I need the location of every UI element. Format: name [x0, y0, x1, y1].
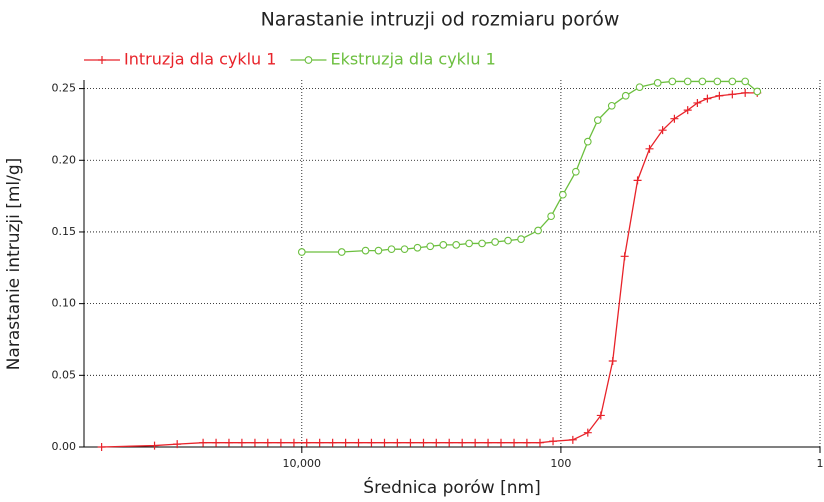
y-tick-label: 0.20: [52, 153, 77, 166]
y-tick-label: 0.05: [52, 368, 77, 381]
data-point: [698, 77, 707, 86]
data-point: [583, 137, 592, 146]
data-point: [547, 212, 555, 221]
data-point: [491, 238, 499, 246]
data-point: [635, 83, 644, 92]
x-tick-label: 10,000: [283, 457, 322, 470]
data-point: [645, 144, 654, 153]
data-point: [728, 90, 737, 99]
data-point: [596, 411, 605, 420]
data-point: [741, 88, 750, 97]
data-point: [263, 438, 272, 447]
data-point: [289, 438, 298, 447]
data-point: [354, 438, 363, 447]
data-point: [406, 438, 415, 447]
data-point: [432, 438, 441, 447]
data-point: [361, 246, 370, 255]
data-point: [465, 239, 473, 248]
data-point: [478, 239, 486, 248]
data-point: [568, 435, 577, 444]
data-point: [393, 438, 402, 447]
data-point: [400, 245, 409, 254]
data-point: [558, 190, 567, 199]
x-tick-label: 1: [817, 457, 824, 470]
data-point: [535, 438, 544, 447]
data-point: [439, 241, 448, 249]
data-point: [452, 241, 461, 249]
legend-label: Ekstruzja dla cyklu 1: [330, 50, 495, 69]
data-point: [653, 79, 662, 87]
y-tick-label: 0.15: [52, 225, 77, 238]
data-point: [621, 91, 630, 100]
data-point: [484, 438, 493, 447]
data-point: [380, 438, 389, 447]
data-point: [703, 94, 712, 103]
data-point: [593, 116, 602, 124]
data-point: [607, 101, 616, 110]
series-line: [101, 92, 758, 448]
data-point: [150, 441, 159, 450]
data-point: [471, 438, 480, 447]
data-point: [173, 440, 182, 449]
chart-title: Narastanie intruzji od rozmiaru porów: [261, 9, 620, 31]
data-point: [496, 438, 505, 447]
data-point: [534, 226, 542, 235]
data-point: [658, 126, 667, 135]
data-point: [571, 167, 580, 176]
data-point: [517, 235, 525, 243]
data-point: [250, 438, 259, 447]
data-point: [522, 438, 531, 447]
data-point: [713, 77, 722, 86]
data-point: [683, 106, 692, 115]
data-point: [413, 243, 422, 252]
data-point: [97, 443, 106, 451]
data-point: [337, 248, 346, 256]
data-point: [297, 248, 306, 256]
data-point: [426, 242, 435, 251]
data-point: [367, 438, 376, 447]
data-point: [199, 438, 208, 447]
data-point: [224, 438, 233, 447]
data-point: [753, 87, 762, 96]
data-point: [302, 438, 311, 447]
data-point: [715, 91, 724, 100]
data-point: [670, 114, 679, 123]
data-point: [328, 438, 337, 447]
data-point: [341, 438, 350, 447]
legend-marker: [98, 56, 106, 64]
y-tick-label: 0.10: [52, 297, 77, 310]
y-axis-label: Narastanie intruzji [ml/g]: [4, 158, 24, 371]
legend-label: Intruzja dla cyklu 1: [124, 50, 276, 69]
data-point: [276, 438, 285, 447]
data-point: [387, 245, 396, 254]
data-point: [728, 77, 737, 86]
data-point: [549, 437, 558, 446]
data-point: [374, 246, 383, 255]
data-point: [504, 236, 512, 245]
data-point: [237, 438, 246, 447]
y-tick-label: 0.25: [52, 82, 77, 95]
series-line: [301, 80, 758, 253]
data-point: [693, 98, 702, 107]
data-point: [668, 77, 677, 86]
data-point: [458, 438, 467, 447]
data-point: [510, 438, 519, 447]
legend-marker: [304, 56, 313, 64]
data-point: [315, 438, 324, 447]
y-tick-label: 0.00: [52, 440, 77, 453]
data-point: [633, 176, 642, 185]
data-point: [741, 77, 750, 86]
data-point: [212, 438, 221, 447]
data-point: [608, 356, 617, 365]
x-axis-label: Średnica porów [nm]: [363, 476, 540, 498]
x-tick-label: 100: [550, 457, 571, 470]
data-point: [583, 428, 592, 437]
data-point: [419, 438, 428, 447]
data-point: [620, 252, 629, 261]
data-point: [445, 438, 454, 447]
data-point: [683, 77, 692, 86]
